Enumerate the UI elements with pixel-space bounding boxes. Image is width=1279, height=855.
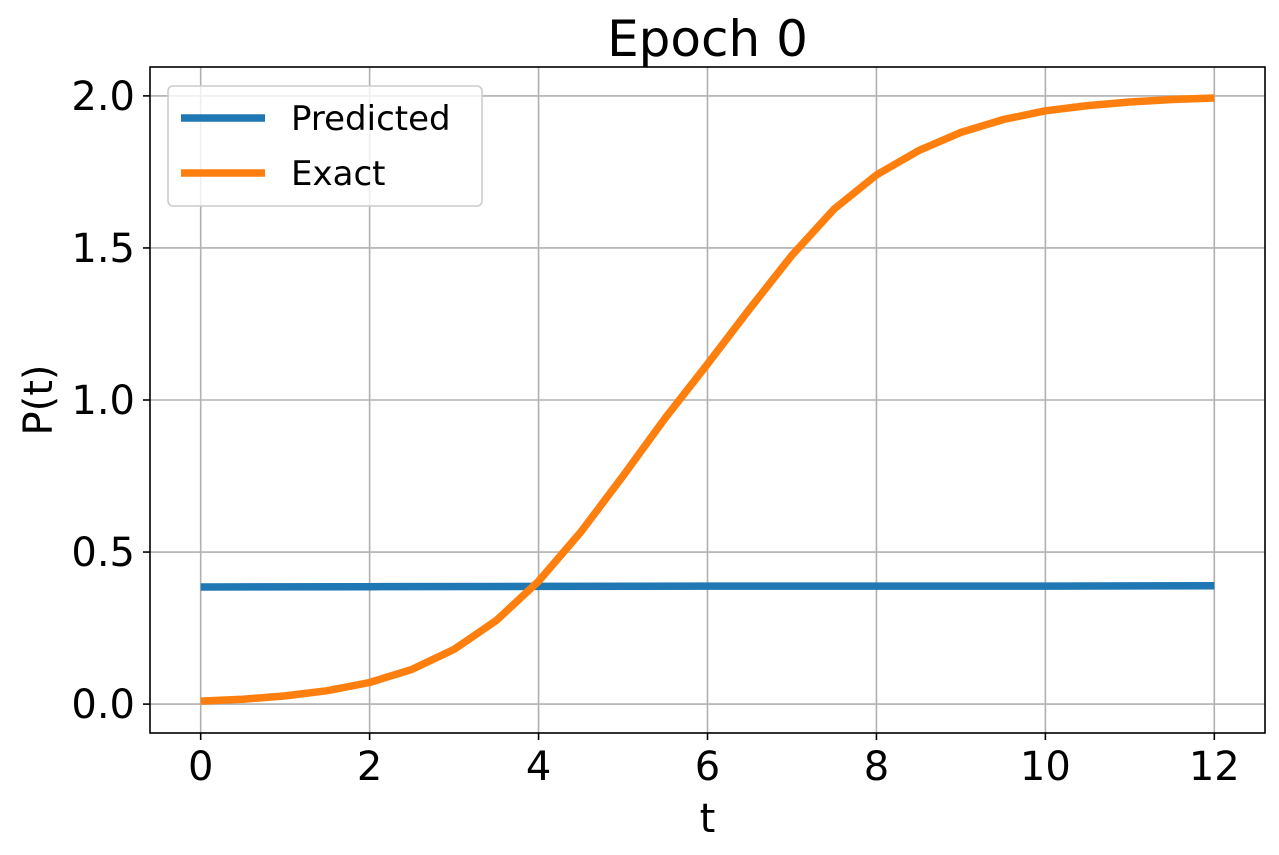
x-tick-label: 10 bbox=[1020, 744, 1071, 790]
series-layer bbox=[200, 94, 1215, 705]
y-tick-label: 0.5 bbox=[71, 530, 135, 576]
y-axis-label: P(t) bbox=[16, 364, 62, 435]
y-tick-label: 0.0 bbox=[71, 682, 135, 728]
chart-title: Epoch 0 bbox=[607, 10, 808, 68]
series-line-exact bbox=[200, 94, 1215, 705]
x-tick-label: 6 bbox=[695, 744, 720, 790]
axis-ticks: 0 2 4 6 8 10 12 0.0 0.5 1.0 1.5 2.0 bbox=[71, 74, 1239, 790]
legend-label: Exact bbox=[291, 154, 385, 194]
x-tick-label: 12 bbox=[1189, 744, 1240, 790]
x-tick-label: 8 bbox=[864, 744, 889, 790]
x-tick-label: 2 bbox=[357, 744, 382, 790]
x-tick-label: 4 bbox=[526, 744, 551, 790]
y-tick-label: 1.0 bbox=[71, 378, 135, 424]
series-line-predicted bbox=[200, 582, 1215, 591]
y-tick-label: 1.5 bbox=[71, 226, 135, 272]
legend: Predicted Exact bbox=[167, 85, 483, 207]
x-axis-label: t bbox=[700, 796, 716, 842]
legend-label: Predicted bbox=[291, 99, 451, 139]
x-tick-label: 0 bbox=[188, 744, 213, 790]
y-tick-label: 2.0 bbox=[71, 74, 135, 120]
